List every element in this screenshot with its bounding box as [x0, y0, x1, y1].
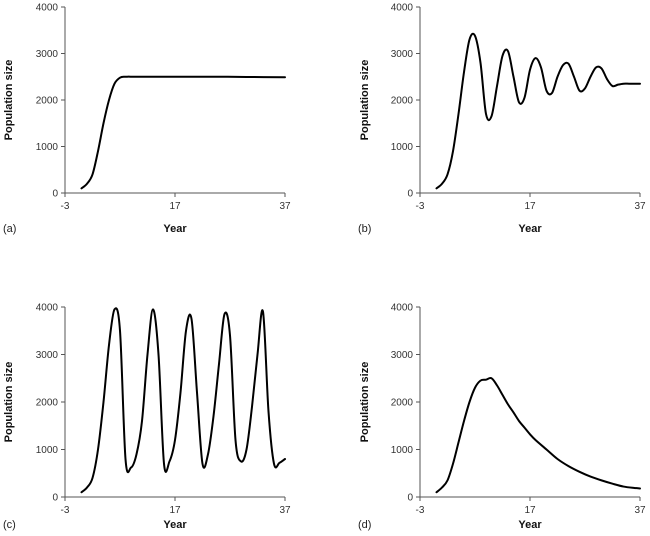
- y-tick-label: 3000: [36, 49, 59, 60]
- panel-c: 0 1000 2000 3000 4000 -3 17 37 Year Population si…: [3, 303, 291, 532]
- x-tick-label: -3: [416, 505, 425, 516]
- y-tick-label: 0: [52, 189, 58, 200]
- panel-d: 0 1000 2000 3000 4000 -3 17 37 Year Population si…: [358, 303, 646, 532]
- x-axis-title: Year: [163, 223, 187, 235]
- panel-b: 0 1000 2000 3000 4000 -3 17 37 Year Population si…: [358, 3, 646, 236]
- x-tick-label: 37: [634, 201, 646, 212]
- y-tick-label: 4000: [36, 303, 59, 314]
- x-tick-label: 37: [634, 505, 646, 516]
- panel-label-c: (c): [3, 519, 16, 531]
- y-tick-label: 1000: [36, 445, 59, 456]
- y-axis-title: Population size: [3, 60, 15, 141]
- population-line-a: [80, 75, 286, 190]
- y-tick-label: 1000: [391, 142, 414, 153]
- y-tick-label: 2000: [36, 398, 59, 409]
- y-tick-label: 2000: [36, 96, 59, 107]
- population-line-d: [435, 377, 641, 494]
- y-tick-label: 4000: [391, 303, 414, 314]
- x-tick-label: -3: [61, 505, 70, 516]
- x-axis-title: Year: [163, 519, 187, 531]
- y-tick-label: 4000: [391, 3, 414, 14]
- population-line-c: [80, 307, 286, 494]
- y-tick-label: 1000: [391, 445, 414, 456]
- panel-label-d: (d): [358, 519, 371, 531]
- x-tick-label: -3: [416, 201, 425, 212]
- y-tick-label: 1000: [36, 142, 59, 153]
- y-tick-label: 3000: [391, 49, 414, 60]
- x-tick-label: 37: [279, 201, 291, 212]
- panel-a: 0 1000 2000 3000 4000 -3 17 37 Year Population si…: [3, 3, 291, 236]
- y-tick-label: 2000: [391, 96, 414, 107]
- y-tick-label: 4000: [36, 3, 59, 14]
- x-axis-title: Year: [518, 519, 542, 531]
- y-axis-title: Population size: [3, 362, 15, 443]
- x-tick-label: 17: [524, 201, 536, 212]
- y-axis-title: Population size: [359, 362, 371, 443]
- x-tick-label: -3: [61, 201, 70, 212]
- y-tick-label: 3000: [391, 350, 414, 361]
- y-tick-label: 0: [52, 493, 58, 504]
- y-tick-label: 3000: [36, 350, 59, 361]
- panel-label-b: (b): [358, 223, 371, 235]
- x-tick-label: 17: [169, 505, 181, 516]
- x-axis-title: Year: [518, 223, 542, 235]
- population-line-b: [435, 32, 641, 190]
- x-tick-label: 17: [169, 201, 181, 212]
- x-tick-label: 37: [279, 505, 291, 516]
- panel-label-a: (a): [3, 223, 16, 235]
- x-tick-label: 17: [524, 505, 536, 516]
- y-tick-label: 2000: [391, 398, 414, 409]
- y-tick-label: 0: [407, 493, 413, 504]
- y-tick-label: 0: [407, 189, 413, 200]
- y-axis-title: Population size: [359, 60, 371, 141]
